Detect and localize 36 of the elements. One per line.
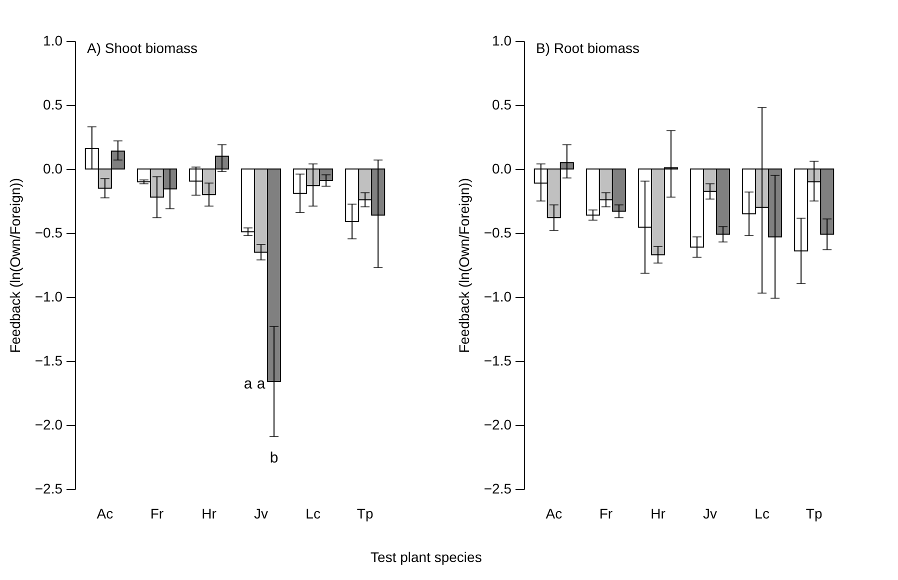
- x-tick-label: Hr: [202, 506, 217, 522]
- x-axis-title: Test plant species: [370, 549, 482, 565]
- x-tick-label: Jv: [703, 506, 718, 522]
- y-axis-title: Feedback (ln(Own/Foreign)): [456, 178, 472, 354]
- x-tick-label: Fr: [150, 506, 164, 522]
- x-tick-label: Lc: [754, 506, 770, 522]
- x-tick-label: Ac: [96, 506, 114, 522]
- y-tick-label: 1.0: [492, 32, 512, 48]
- y-tick-label: 0.0: [492, 160, 512, 176]
- x-tick-label: Tp: [356, 506, 374, 522]
- y-tick-label: 0.0: [43, 160, 63, 176]
- annotation: b: [270, 450, 278, 467]
- chart-title: B) Root biomass: [536, 40, 640, 56]
- x-tick-label: Lc: [306, 506, 320, 522]
- annotation: a: [244, 376, 253, 393]
- annotation: a: [256, 376, 266, 393]
- y-tick-label: −0.5: [484, 224, 512, 240]
- y-tick-label: 0.5: [43, 96, 63, 112]
- y-tick-label: −1.0: [34, 288, 63, 304]
- y-tick-label: −1.5: [34, 352, 63, 368]
- y-tick-label: −1.5: [484, 352, 512, 368]
- y-tick-label: −2.0: [34, 416, 63, 432]
- y-tick-label: −1.0: [484, 288, 512, 304]
- y-tick-label: 0.5: [492, 96, 512, 112]
- y-tick-label: 1.0: [43, 32, 63, 48]
- y-tick-label: −0.5: [34, 224, 63, 240]
- y-tick-label: −2.5: [34, 480, 63, 496]
- x-tick-label: Ac: [546, 506, 562, 522]
- y-axis-title: Feedback (ln(Own/Foreign)): [6, 178, 23, 354]
- x-tick-label: Hr: [650, 506, 666, 522]
- chart-title: A) Shoot biomass: [87, 40, 198, 56]
- x-tick-label: Tp: [806, 506, 822, 522]
- y-tick-label: −2.0: [484, 416, 512, 432]
- x-tick-label: Jv: [254, 506, 268, 522]
- y-tick-label: −2.5: [484, 480, 512, 496]
- x-tick-label: Fr: [599, 506, 613, 522]
